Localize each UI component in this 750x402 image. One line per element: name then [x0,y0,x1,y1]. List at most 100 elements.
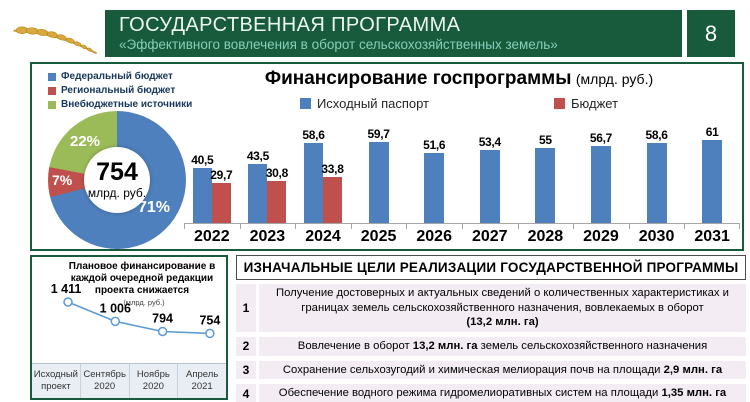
bar-value-label: 56,7 [589,131,613,145]
legend-swatch-icon [48,100,56,109]
bar-group: 43,5 30,8 2023 [239,118,296,249]
bar-group: 58,6 33,8 2024 [295,118,351,249]
bar-group-bars: 51,6 [406,118,462,223]
bar-legend-item: Исходный паспорт [299,96,429,111]
line-x-label: Исходный проект [32,364,80,398]
line-value-label: 754 [199,313,220,327]
line-data-point [205,328,215,339]
bar-group-bars: 58,6 [629,118,685,223]
bar-value-label: 43,5 [246,149,269,163]
bar-chart-title: Финансирование госпрограммы (млрд. руб.) [184,68,734,90]
line-x-label-line: Апрель [186,369,219,381]
donut-slice-label-federal: 71% [138,199,171,216]
bar-group: 61 2031 [684,118,740,249]
bar-year-label: 2030 [628,223,685,249]
bar-value-label: 40,5 [191,153,214,167]
bar-group-bars: 43,5 30,8 [240,118,296,223]
goal-text: Вовлечение в оборот 13,2 млн. га земель … [259,337,746,356]
donut-total-value: 754 [96,158,138,186]
line-chart-unit: (млрд. руб.) [123,298,165,307]
bar-legend-label: Бюджет [571,96,619,111]
line-data-point [157,326,168,337]
bar-passport: 53,4 [479,135,501,223]
bar-group-bars: 56,7 [573,118,629,223]
line-x-label-line: Сентябрь [83,369,126,381]
donut-legend-item: Федеральный бюджет [48,71,192,82]
bar-year-label: 2027 [461,223,518,249]
bar-year-label: 2022 [184,223,240,249]
bar-budget: 33,8 [321,162,344,223]
donut-legend-label: Внебюджетные источники [61,99,193,110]
goal-number: 4 [236,384,256,402]
bar-year-label: 2029 [573,223,629,249]
donut-slice-label-regional: 7% [52,172,73,188]
goal-text-pre: Вовлечение в оборот [297,340,413,353]
donut-total-unit: млрд. руб. [87,186,147,200]
goal-text: Обеспечение водного режима гидромелиорат… [259,384,746,402]
goal-text: Получение достоверных и актуальных сведе… [259,284,746,333]
line-data-point [63,297,73,307]
legend-swatch-icon [554,98,566,109]
bar-passport: 59,7 [368,127,390,223]
line-value-label: 794 [152,311,173,325]
goal-row: 4 Обеспечение водного режима гидромелиора… [236,384,746,402]
goal-text-inner: Обеспечение водного режима гидромелиорат… [279,386,726,401]
financing-bar-chart: 40,5 29,7 2022 43,5 30,8 2023 58,6 33,8 2024 59,7… [184,118,740,249]
donut-center: 754 млрд. руб. [84,147,150,213]
bar-value-label: 58,6 [645,128,668,142]
goal-number: 2 [236,337,256,356]
bar-passport: 43,5 [247,149,269,223]
bar-passport: 58,6 [645,128,668,223]
goal-row: 3 Сохранение сельхозугодий и химическая м… [236,360,746,380]
bar-chart-legend: Исходный паспорт Бюджет [184,96,734,111]
bar-year-label: 2026 [406,223,462,249]
bar-group-bars: 58,6 33,8 [295,118,351,223]
financing-panel: Федеральный бюджет Региональный бюджет Вне… [30,62,744,251]
bar-year-label: 2025 [350,223,407,249]
page-subtitle: «Эффективного вовлечения в оборот сельск… [119,37,558,52]
plan-reduction-panel: Плановое финансирование в каждой очередн… [30,255,228,400]
goal-row: 2 Вовлечение в оборот 13,2 млн. га земель… [236,337,746,356]
page-title: ГОСУДАРСТВЕННАЯ ПРОГРАММА [119,14,461,36]
goal-text-bold: 2,9 млн. га [663,363,723,376]
legend-swatch-icon [48,86,56,95]
bar-group: 51,6 2026 [406,118,462,249]
donut-legend-item: Внебюджетные источники [48,99,192,110]
bar-value-label: 59,7 [367,127,390,141]
bar-group-bars: 40,5 29,7 [184,118,240,223]
bar-value-label: 51,6 [423,138,446,152]
bar-group: 59,7 2025 [350,118,407,249]
goal-row: 1 Получение достоверных и актуальных свед… [236,284,746,333]
budget-donut-chart: 71% 7% 22% 754 млрд. руб. [48,111,186,249]
line-x-label-line: 2020 [94,381,116,392]
goals-table-body: 1 Получение достоверных и актуальных свед… [236,284,746,402]
bar-value-label: 61 [705,125,719,139]
goal-text-inner: Сохранение сельхозугодий и химическая ме… [283,363,722,378]
bar-group: 55 2028 [517,118,574,249]
bar-group-bars: 59,7 [351,118,407,223]
line-chart-x-axis: Исходный проект Сентябрь 2020 Ноябрь 2020 Апре… [32,363,226,398]
goal-text-inner: Вовлечение в оборот 13,2 млн. га земель … [298,339,707,354]
legend-swatch-icon [299,98,311,109]
goals-table-header: ИЗНАЧАЛЬНЫЕ ЦЕЛИ РЕАЛИЗАЦИИ ГОСУДАРСТВЕН… [236,255,746,280]
bar-passport: 61 [702,125,723,223]
line-x-label-line: Исходный [33,369,78,381]
goal-text-inner: Получение достоверных и актуальных сведе… [267,286,738,330]
goal-text-bold: (13,2 млн. га) [466,316,539,329]
bar-value-label: 55 [538,133,552,147]
bar-year-label: 2028 [517,223,574,249]
bar-group-bars: 53,4 [462,118,518,223]
line-x-label-line: Ноябрь [136,369,170,381]
bar-value-label: 53,4 [478,135,501,149]
goal-text-pre: Сохранение сельхозугодий и химическая ме… [282,363,664,376]
line-x-label: Ноябрь 2020 [128,364,178,398]
goal-number: 3 [236,360,256,380]
line-x-label-line: 2021 [191,381,213,392]
page-number: 8 [687,10,735,57]
line-x-label: Сентябрь 2020 [79,364,129,398]
bar-passport: 51,6 [423,138,446,223]
line-value-label: 1 006 [100,301,131,315]
line-chart-title: Плановое финансирование в каждой очередн… [68,261,216,296]
donut-legend-label: Федеральный бюджет [61,71,173,82]
wheat-logo-icon [13,26,98,55]
